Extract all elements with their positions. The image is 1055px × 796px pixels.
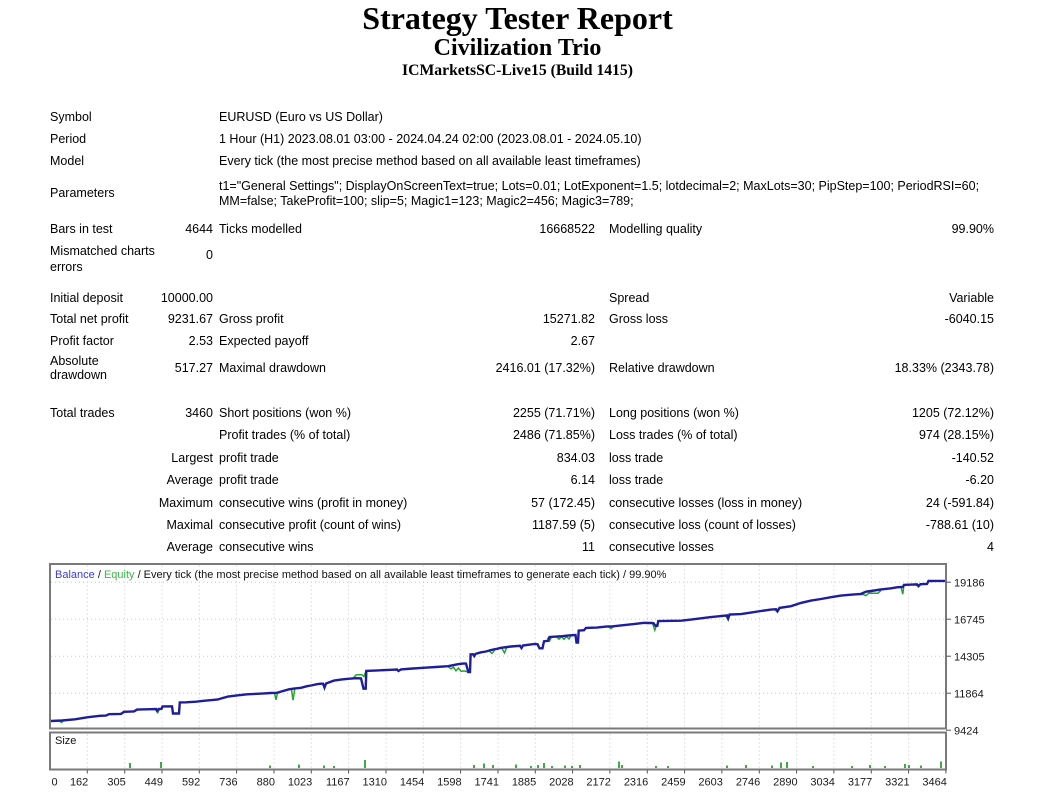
svg-text:Balance / Equity / Every tick: Balance / Equity / Every tick (the most … [55, 569, 667, 581]
svg-text:Size: Size [55, 735, 76, 747]
svg-text:1454: 1454 [400, 777, 424, 789]
svg-text:2028: 2028 [549, 777, 573, 789]
svg-text:1885: 1885 [512, 777, 536, 789]
svg-text:1023: 1023 [288, 777, 312, 789]
svg-text:2172: 2172 [586, 777, 610, 789]
svg-text:9424: 9424 [954, 726, 978, 738]
svg-text:880: 880 [257, 777, 275, 789]
svg-text:1167: 1167 [326, 777, 350, 789]
svg-text:3464: 3464 [922, 777, 946, 789]
svg-text:3034: 3034 [810, 777, 834, 789]
svg-text:19186: 19186 [954, 578, 985, 590]
svg-text:2603: 2603 [698, 777, 722, 789]
svg-text:14305: 14305 [954, 652, 985, 664]
svg-text:736: 736 [219, 777, 237, 789]
svg-text:3321: 3321 [885, 777, 909, 789]
svg-text:3177: 3177 [848, 777, 872, 789]
svg-text:592: 592 [182, 777, 200, 789]
svg-text:162: 162 [70, 777, 88, 789]
svg-text:2890: 2890 [773, 777, 797, 789]
svg-text:1598: 1598 [437, 777, 461, 789]
svg-text:16745: 16745 [954, 615, 985, 627]
svg-text:2746: 2746 [736, 777, 760, 789]
svg-text:1310: 1310 [363, 777, 387, 789]
svg-text:11864: 11864 [954, 689, 984, 701]
svg-text:1741: 1741 [475, 777, 499, 789]
svg-text:2459: 2459 [661, 777, 685, 789]
svg-text:305: 305 [107, 777, 125, 789]
svg-text:449: 449 [145, 777, 163, 789]
svg-text:2316: 2316 [624, 777, 648, 789]
svg-text:0: 0 [52, 777, 58, 789]
